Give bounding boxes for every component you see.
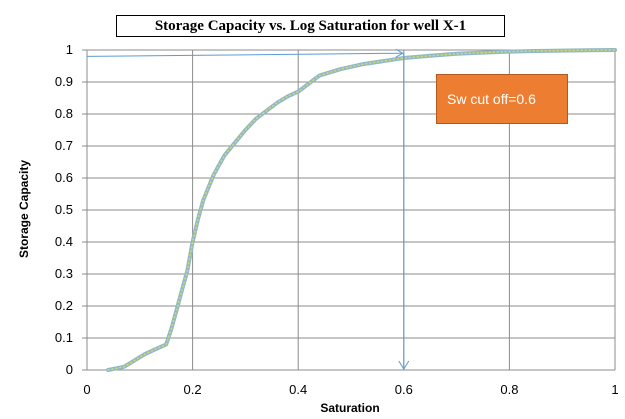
y-tick-label: 0.4 [55, 234, 73, 249]
y-axis-label: Storage Capacity [17, 159, 31, 259]
y-tick-label: 0.1 [55, 330, 73, 345]
x-axis-label: Saturation [320, 401, 380, 415]
x-tick-label: 1 [611, 382, 618, 397]
y-tick-label: 0.9 [55, 74, 73, 89]
x-tick-label: 0.4 [289, 382, 307, 397]
horizontal-guide-line [86, 52, 402, 57]
y-tick-label: 1 [66, 42, 73, 57]
y-tick-label: 0.6 [55, 170, 73, 185]
x-tick-label: 0.2 [184, 382, 202, 397]
y-tick-label: 0.7 [55, 138, 73, 153]
series-line-dots [107, 49, 616, 371]
cutoff-arrowhead [398, 360, 410, 370]
x-tick-label: 0.8 [500, 382, 518, 397]
x-tick-label: 0 [83, 382, 90, 397]
chart-title: Storage Capacity vs. Log Saturation for … [116, 15, 505, 37]
y-tick-label: 0.2 [55, 298, 73, 313]
cutoff-callout: Sw cut off=0.6 [436, 74, 568, 124]
y-tick-label: 0.8 [55, 106, 73, 121]
horizontal-guide-arrowhead [395, 48, 404, 58]
y-tick-label: 0.5 [55, 202, 73, 217]
x-tick-label: 0.6 [395, 382, 413, 397]
y-tick-label: 0.3 [55, 266, 73, 281]
y-tick-label: 0 [66, 362, 73, 377]
